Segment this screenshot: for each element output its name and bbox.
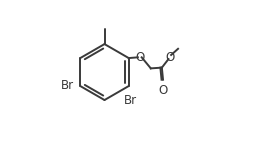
- Text: O: O: [159, 84, 168, 97]
- Text: Br: Br: [61, 79, 74, 92]
- Text: O: O: [135, 51, 144, 64]
- Text: O: O: [165, 51, 174, 64]
- Text: Br: Br: [124, 94, 137, 107]
